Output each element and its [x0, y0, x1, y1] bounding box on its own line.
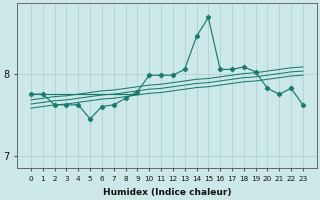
- X-axis label: Humidex (Indice chaleur): Humidex (Indice chaleur): [103, 188, 231, 197]
